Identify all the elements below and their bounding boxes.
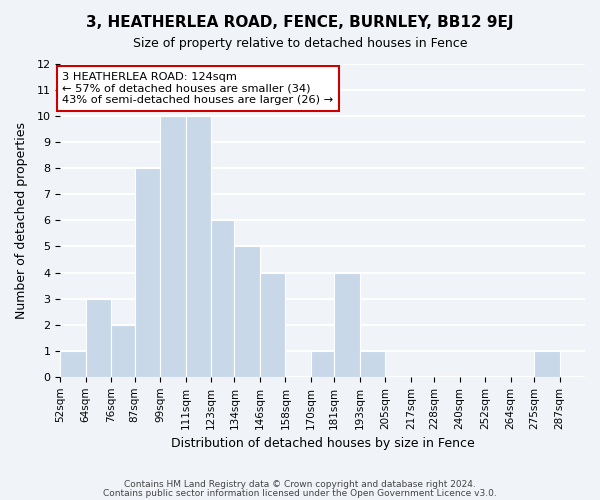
Text: Contains public sector information licensed under the Open Government Licence v3: Contains public sector information licen…: [103, 489, 497, 498]
Bar: [60, 351, 86, 377]
Bar: [86, 298, 111, 377]
Y-axis label: Number of detached properties: Number of detached properties: [15, 122, 28, 319]
Bar: [211, 220, 235, 377]
Bar: [360, 351, 385, 377]
Bar: [311, 351, 334, 377]
Text: Size of property relative to detached houses in Fence: Size of property relative to detached ho…: [133, 38, 467, 51]
Bar: [334, 272, 360, 377]
Bar: [235, 246, 260, 377]
Text: 3, HEATHERLEA ROAD, FENCE, BURNLEY, BB12 9EJ: 3, HEATHERLEA ROAD, FENCE, BURNLEY, BB12…: [86, 15, 514, 30]
X-axis label: Distribution of detached houses by size in Fence: Distribution of detached houses by size …: [171, 437, 475, 450]
Bar: [111, 324, 134, 377]
Bar: [134, 168, 160, 377]
Bar: [260, 272, 286, 377]
Text: 3 HEATHERLEA ROAD: 124sqm
← 57% of detached houses are smaller (34)
43% of semi-: 3 HEATHERLEA ROAD: 124sqm ← 57% of detac…: [62, 72, 334, 105]
Bar: [534, 351, 560, 377]
Bar: [160, 116, 185, 377]
Bar: [185, 116, 211, 377]
Text: Contains HM Land Registry data © Crown copyright and database right 2024.: Contains HM Land Registry data © Crown c…: [124, 480, 476, 489]
